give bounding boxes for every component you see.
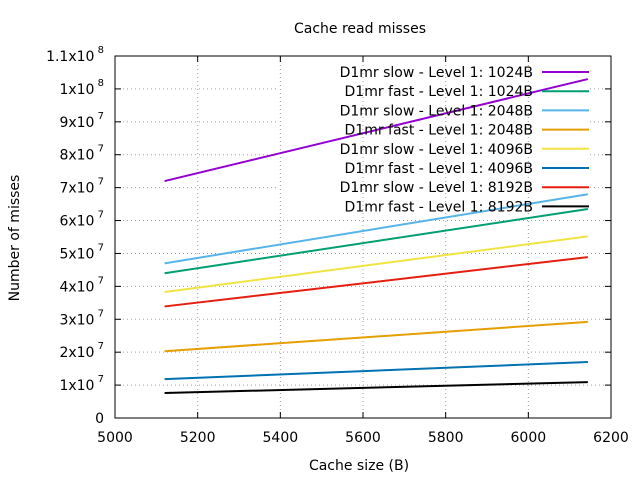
y-tick-exponent: 7 [94,242,104,253]
grid [115,56,611,418]
y-tick-label: 1x10 7 [59,374,104,394]
series-line [164,193,589,265]
series-line [164,381,588,394]
x-tick-label: 5600 [345,430,381,446]
axis-ticks: 5000 5200 5400 5600 5800 6000 6200 0 1x10 7 2x10 … [46,45,629,446]
y-tick-exponent: 7 [94,308,104,319]
series-line [164,208,589,275]
x-axis-title: Cache size (B) [309,458,409,474]
legend-label: D1mr slow - Level 1: 8192B [340,180,533,196]
x-tick-label: 5800 [428,430,464,446]
y-tick-label: 4x10 7 [59,275,104,295]
legend-label: D1mr slow - Level 1: 1024B [340,65,533,81]
y-tick-label: 0 [95,411,104,427]
y-tick-exponent: 7 [94,177,104,188]
legend-label: D1mr slow - Level 1: 2048B [340,103,533,119]
legend-label: D1mr fast - Level 1: 1024B [345,84,534,100]
y-tick-label: 6x10 7 [59,210,104,230]
y-tick-label: 1x10 8 [59,78,104,98]
series-line [164,235,588,293]
legend-label: D1mr slow - Level 1: 4096B [340,142,533,158]
x-tick-label: 5200 [180,430,216,446]
legend-label: D1mr fast - Level 1: 2048B [345,123,534,139]
x-tick-label: 6200 [593,430,629,446]
series-line [164,78,589,183]
legend: D1mr slow - Level 1: 1024B D1mr fast - Le… [340,65,589,215]
y-tick-label: 5x10 7 [59,242,104,262]
series-line [164,256,588,308]
legend-label: D1mr fast - Level 1: 4096B [345,161,534,177]
y-tick-exponent: 7 [94,144,104,155]
y-tick-label: 3x10 7 [59,308,104,328]
y-tick-exponent: 8 [94,45,104,56]
chart-title: Cache read misses [294,21,426,37]
y-tick-exponent: 7 [94,210,104,221]
y-axis-title: Number of misses [7,175,23,302]
legend-label: D1mr fast - Level 1: 8192B [345,199,534,215]
y-tick-label: 1.1x10 8 [46,45,104,65]
y-tick-exponent: 7 [94,111,104,122]
y-tick-label: 8x10 7 [59,144,104,164]
y-tick-exponent: 7 [94,341,104,352]
y-tick-label: 7x10 7 [59,177,104,197]
y-tick-label: 9x10 7 [59,111,104,131]
series-lines [164,78,589,394]
x-tick-label: 5400 [263,430,299,446]
y-tick-label: 2x10 7 [59,341,104,361]
y-tick-exponent: 8 [94,78,104,89]
y-tick-exponent: 7 [94,374,104,385]
x-tick-label: 6000 [511,430,547,446]
series-line [164,361,588,381]
series-line [164,320,588,353]
x-tick-label: 5000 [97,430,133,446]
y-tick-exponent: 7 [94,275,104,286]
